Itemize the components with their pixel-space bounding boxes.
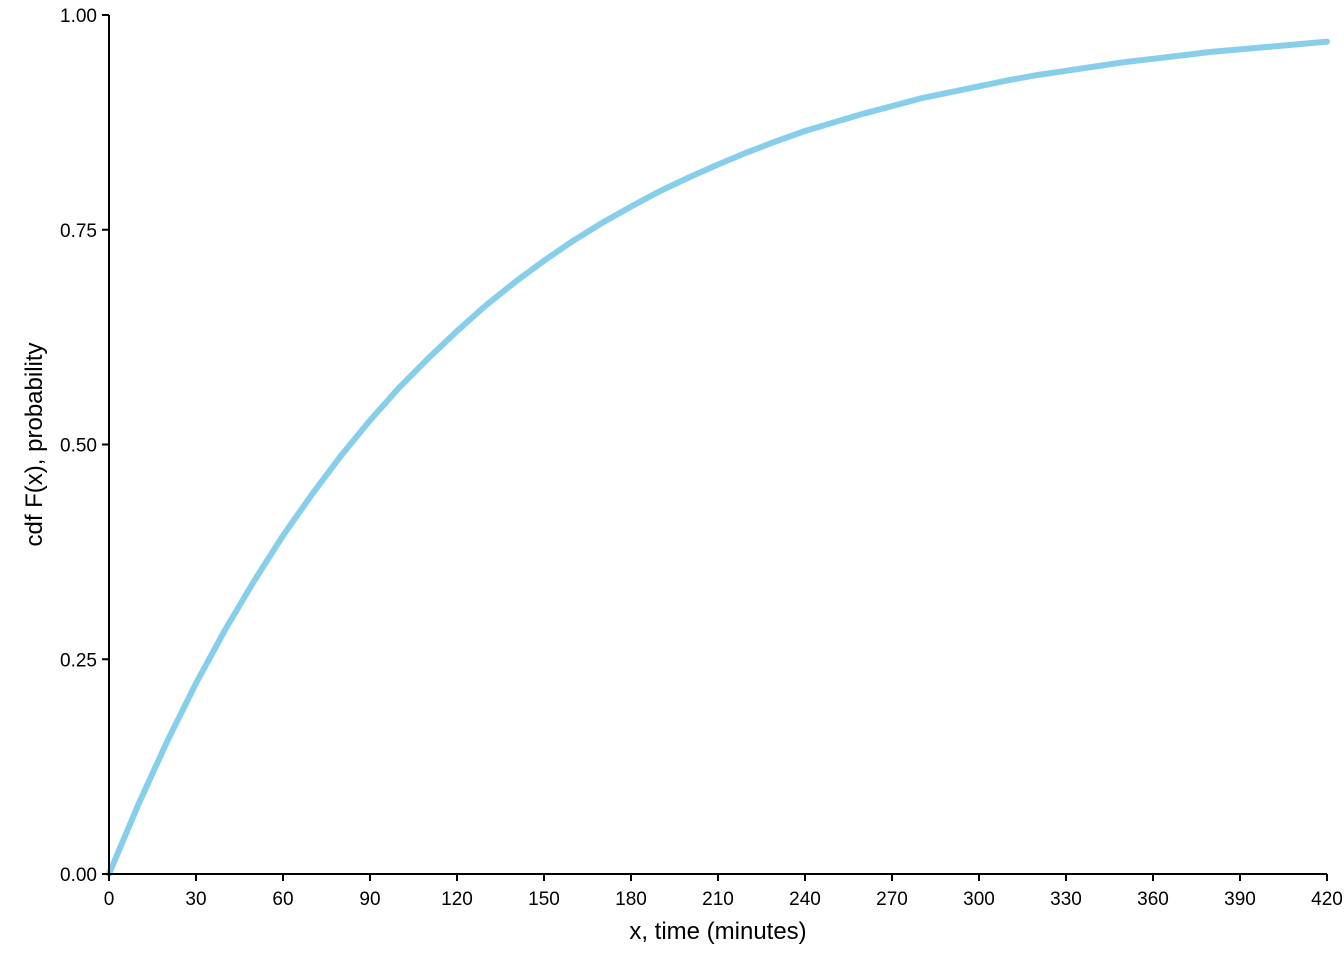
x-tick-label: 150	[528, 889, 560, 910]
y-tick-label: 0.00	[60, 865, 97, 886]
x-tick-label: 360	[1137, 889, 1169, 910]
x-tick-label: 270	[876, 889, 908, 910]
cdf-series-line	[106, 38, 1330, 877]
x-tick-label: 30	[185, 889, 206, 910]
y-tick-label: 0.25	[60, 650, 97, 671]
x-axis-ticks: 0 30 60 90 120 150 180 210 240 270 300 330 360 390 420	[104, 874, 1343, 910]
x-tick-label: 210	[702, 889, 734, 910]
x-tick-label: 180	[615, 889, 647, 910]
x-tick-label: 0	[104, 889, 115, 910]
x-tick-label: 390	[1224, 889, 1256, 910]
y-axis-title: cdf F(x), probability	[21, 342, 48, 546]
y-tick-label: 1.00	[60, 6, 97, 27]
x-axis-title: x, time (minutes)	[629, 918, 806, 945]
x-tick-label: 90	[359, 889, 380, 910]
x-tick-label: 60	[272, 889, 293, 910]
axes: 0.00 0.25 0.50 0.75 1.00 0 30 60 90 120 150 180 210…	[60, 6, 1343, 910]
y-axis-ticks: 0.00 0.25 0.50 0.75 1.00	[60, 6, 109, 886]
y-tick-label: 0.50	[60, 436, 97, 457]
x-tick-label: 300	[963, 889, 995, 910]
x-tick-label: 240	[789, 889, 821, 910]
x-tick-label: 420	[1311, 889, 1343, 910]
x-tick-label: 330	[1050, 889, 1082, 910]
x-tick-label: 120	[441, 889, 473, 910]
plot-area	[106, 38, 1330, 877]
y-tick-label: 0.75	[60, 221, 97, 242]
